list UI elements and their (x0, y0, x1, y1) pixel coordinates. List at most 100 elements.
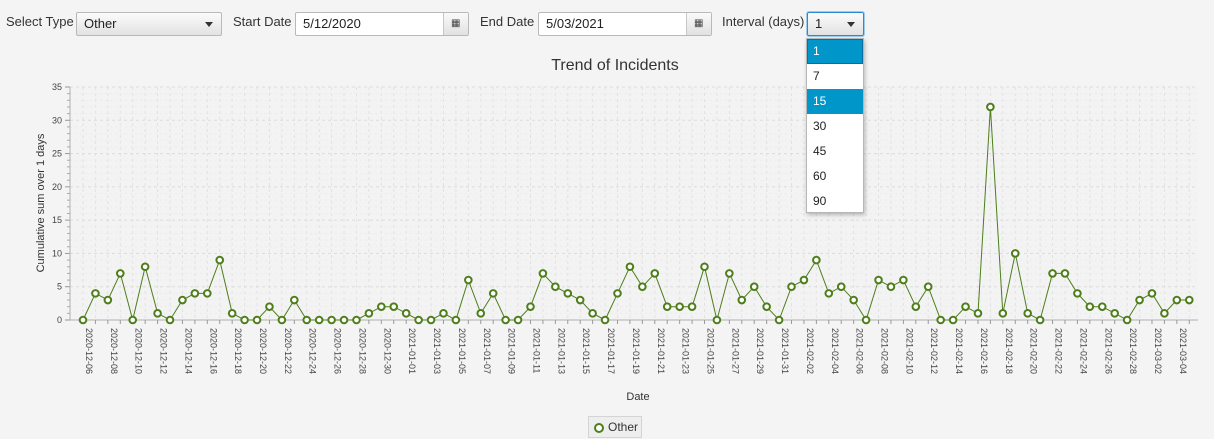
data-point (588, 309, 597, 318)
data-point (687, 302, 697, 311)
interval-option-30[interactable]: 30 (813, 119, 827, 133)
data-point (986, 102, 995, 112)
x-tick-label: 2021-01-19 (631, 328, 641, 374)
x-axis-title: Date (626, 391, 649, 403)
x-tick-label: 2020-12-06 (84, 328, 94, 374)
data-point (700, 262, 709, 272)
interval-dropdown-list[interactable]: 1 7 15 30 45 60 90 (806, 38, 864, 213)
end-date-calendar-button[interactable]: ▦ (686, 13, 711, 35)
data-point (936, 315, 945, 325)
data-point (600, 315, 610, 325)
x-tick-label: 2021-01-07 (482, 328, 492, 374)
x-tick-label: 2021-01-01 (407, 328, 417, 374)
legend-marker (594, 423, 604, 433)
data-point (625, 262, 635, 272)
x-tick-label: 2021-03-02 (1153, 328, 1163, 374)
data-point (513, 315, 523, 325)
y-tick-label: 5 (57, 282, 62, 292)
data-point (78, 315, 88, 325)
interval-option-90[interactable]: 90 (813, 194, 827, 208)
select-type-value: Other (84, 16, 117, 31)
data-point (638, 282, 647, 292)
chart-title: Trend of Incidents (551, 57, 678, 74)
x-tick-label: 2021-02-16 (979, 328, 989, 374)
x-tick-label: 2020-12-14 (183, 328, 193, 374)
data-point (961, 302, 970, 311)
y-tick-label: 15 (52, 215, 62, 225)
select-type-label: Select Type (6, 14, 74, 29)
x-tick-label: 2021-01-11 (531, 328, 541, 373)
data-point (911, 302, 921, 311)
start-date-label: Start Date (233, 14, 292, 29)
x-tick-label: 2021-02-10 (904, 328, 914, 374)
data-point (153, 309, 162, 318)
interval-combo[interactable]: 1 (807, 12, 864, 36)
legend-label-other: Other (608, 420, 639, 434)
x-tick-label: 2021-01-29 (755, 328, 765, 374)
x-tick-label: 2021-01-27 (730, 328, 740, 374)
x-tick-label: 2020-12-12 (159, 328, 169, 374)
x-tick-label: 2021-01-21 (656, 328, 666, 374)
data-point (861, 315, 871, 325)
x-tick-label: 2021-01-25 (706, 328, 716, 374)
data-point (824, 289, 834, 298)
data-point (203, 289, 212, 298)
x-tick-label: 2020-12-28 (357, 328, 367, 374)
end-date-picker[interactable]: 5/03/2021 ▦ (538, 12, 712, 36)
x-tick-label: 2021-02-12 (929, 328, 939, 374)
data-point (451, 315, 461, 325)
data-point (401, 309, 411, 318)
chevron-down-icon (205, 22, 213, 27)
interval-option-7[interactable]: 7 (813, 69, 820, 83)
data-point (1110, 309, 1119, 318)
interval-option-45[interactable]: 45 (813, 144, 827, 158)
data-point (91, 289, 100, 298)
y-tick-label: 30 (52, 115, 62, 125)
x-tick-label: 2020-12-30 (382, 328, 392, 374)
x-tick-label: 2021-02-26 (1103, 328, 1113, 374)
start-date-picker[interactable]: 5/12/2020 ▦ (295, 12, 469, 36)
data-point (128, 315, 138, 325)
x-tick-label: 2020-12-18 (233, 328, 243, 374)
data-point (662, 302, 672, 311)
start-date-value: 5/12/2020 (303, 16, 361, 31)
data-point (874, 275, 883, 285)
data-point (439, 309, 448, 318)
y-tick-label: 25 (52, 149, 62, 159)
data-point (277, 315, 287, 325)
data-point (190, 289, 200, 298)
data-point (1172, 295, 1182, 305)
data-point (252, 315, 262, 325)
data-point (389, 302, 399, 311)
x-tick-label: 2020-12-20 (258, 328, 268, 374)
interval-option-15[interactable]: 15 (807, 89, 863, 114)
x-tick-label: 2021-03-04 (1178, 328, 1188, 374)
data-point (1048, 269, 1057, 278)
data-point (774, 315, 784, 325)
data-point (352, 315, 361, 325)
data-point (762, 302, 771, 311)
x-tick-label: 2021-02-22 (1054, 328, 1064, 374)
data-point (849, 295, 858, 305)
data-point (886, 282, 896, 292)
select-type-combo[interactable]: Other (76, 12, 222, 36)
x-tick-label: 2021-01-17 (606, 328, 616, 374)
data-point (973, 309, 983, 318)
data-point (414, 315, 423, 325)
series-other (78, 102, 1194, 325)
interval-option-1[interactable]: 1 (807, 39, 863, 64)
data-point (1010, 249, 1020, 258)
data-point (526, 302, 535, 311)
data-point (812, 255, 821, 265)
start-date-calendar-button[interactable]: ▦ (443, 13, 468, 35)
data-point (613, 289, 622, 298)
data-point (1122, 315, 1132, 325)
chart-grid (70, 86, 1198, 321)
data-point (787, 282, 796, 292)
data-point (215, 255, 225, 265)
data-point (998, 309, 1008, 318)
data-point (725, 269, 734, 278)
data-point (650, 269, 660, 278)
interval-option-60[interactable]: 60 (813, 169, 827, 183)
x-tick-label: 2021-02-08 (880, 328, 890, 374)
